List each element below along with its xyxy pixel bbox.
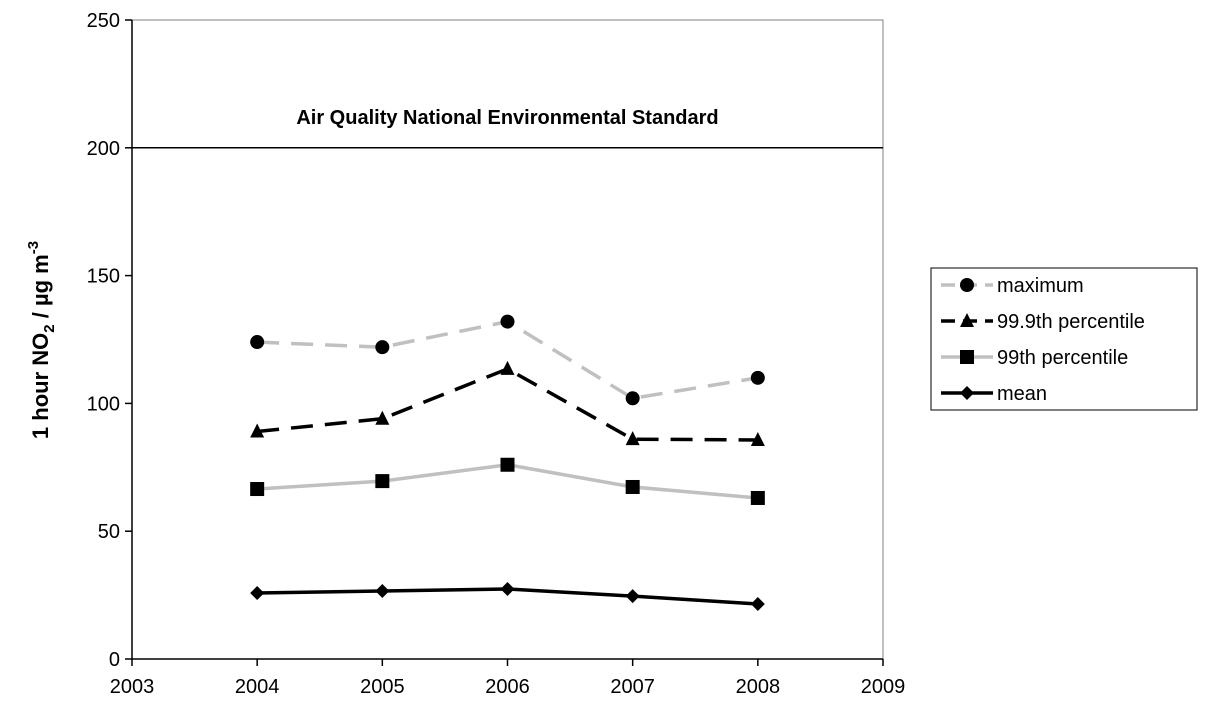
y-tick-label: 200 [87, 138, 120, 160]
marker [960, 350, 974, 364]
marker [500, 360, 515, 375]
marker [750, 490, 765, 505]
marker [960, 278, 974, 292]
x-tick-label: 2007 [610, 676, 655, 698]
marker [250, 335, 265, 350]
marker [250, 423, 265, 438]
marker [960, 313, 974, 327]
y-label-mid: / µg m [28, 254, 53, 324]
marker [625, 479, 640, 494]
marker [375, 410, 390, 425]
marker [375, 584, 390, 599]
series-line [256, 366, 758, 442]
legend-label: mean [997, 383, 1047, 405]
marker [500, 314, 515, 329]
legend-label: 99th percentile [997, 347, 1128, 369]
y-label-sub: 2 [41, 324, 58, 332]
marker [500, 457, 515, 472]
marker [375, 340, 390, 355]
legend-box [930, 267, 1198, 411]
marker [750, 370, 765, 385]
marker [375, 474, 390, 489]
y-tick-label: 50 [98, 521, 120, 543]
x-tick-label: 2003 [110, 676, 155, 698]
y-tick-label: 150 [87, 266, 120, 288]
x-tick-label: 2004 [235, 676, 280, 698]
x-tick-label: 2009 [861, 676, 906, 698]
marker [960, 386, 974, 400]
y-axis-label: 1 hour NO2 / µg m-3 [25, 241, 58, 439]
x-tick-label: 2006 [485, 676, 530, 698]
marker [500, 581, 515, 596]
marker [625, 391, 640, 406]
marker [750, 597, 765, 612]
marker [625, 589, 640, 604]
x-tick-label: 2008 [736, 676, 781, 698]
legend-label: 99.9th percentile [997, 311, 1145, 333]
legend-label: maximum [997, 275, 1084, 297]
y-tick-label: 0 [109, 649, 120, 671]
y-tick-label: 100 [87, 393, 120, 415]
marker [250, 482, 265, 497]
series-line [257, 319, 759, 401]
y-label-main: 1 hour NO [28, 333, 53, 439]
y-tick-label: 250 [87, 10, 120, 32]
reference-label: Air Quality National Environmental Stand… [296, 107, 718, 129]
y-label-sup: -3 [25, 241, 42, 254]
marker [750, 431, 765, 446]
x-tick-label: 2005 [360, 676, 405, 698]
marker [250, 586, 265, 601]
marker [625, 431, 640, 446]
